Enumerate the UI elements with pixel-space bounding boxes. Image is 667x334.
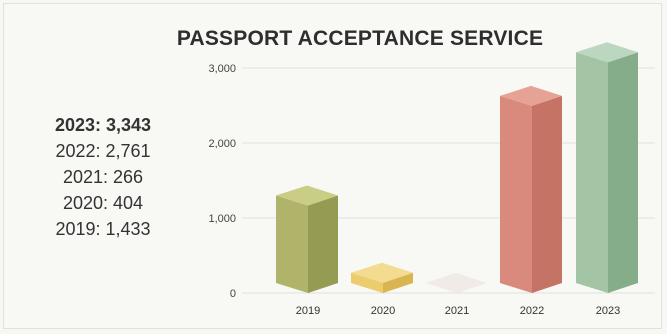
legend-item-2022: 2022: 2,761 — [55, 141, 151, 161]
bar-2022 — [500, 85, 562, 293]
y-tick-label-3000: 3,000 — [208, 63, 236, 75]
legend-item-2023: 2023: 3,343 — [54, 115, 152, 135]
x-tick-label-2020: 2020 — [371, 305, 395, 317]
bar-2022-top — [500, 85, 562, 106]
legend-item-2020: 2020: 404 — [62, 193, 144, 213]
bar-2023-front — [576, 52, 608, 294]
x-tick-label-2023: 2023 — [596, 305, 620, 317]
bar-2020 — [351, 262, 413, 293]
value-legend: 2023: 3,343 2022: 2,761 2021: 266 2020: … — [20, 112, 186, 242]
x-tick-label-2021: 2021 — [445, 305, 469, 317]
bar-2019 — [276, 185, 338, 293]
bar-2020-front — [351, 272, 383, 293]
y-tick-label-0: 0 — [230, 288, 236, 300]
y-tick-label-2000: 2,000 — [208, 138, 236, 150]
bar-2022-side — [532, 95, 562, 293]
bar-2020-top — [351, 262, 413, 283]
bar-2020-side — [383, 272, 413, 293]
legend-item-2019: 2019: 1,433 — [55, 219, 151, 239]
bar-2023 — [576, 42, 638, 294]
bar-2023-side — [608, 52, 638, 294]
bar-2019-front — [276, 195, 308, 293]
bar-2021 — [425, 273, 487, 294]
bar-2022-front — [500, 95, 532, 293]
y-axis: 0 1,000 2,000 3,000 — [208, 63, 236, 300]
x-tick-label-2019: 2019 — [296, 305, 320, 317]
bar-2023-top — [576, 42, 638, 63]
x-tick-label-2022: 2022 — [520, 305, 544, 317]
x-axis: 2019 2020 2021 2022 2023 — [296, 305, 620, 317]
y-tick-label-1000: 1,000 — [208, 213, 236, 225]
chart-title: PASSPORT ACCEPTANCE SERVICE — [177, 27, 543, 50]
bar-2021-top — [425, 273, 487, 294]
bars — [276, 42, 638, 294]
bar-2019-side — [308, 195, 338, 293]
bar-2019-top — [276, 185, 338, 206]
legend-item-2021: 2021: 266 — [62, 167, 144, 187]
